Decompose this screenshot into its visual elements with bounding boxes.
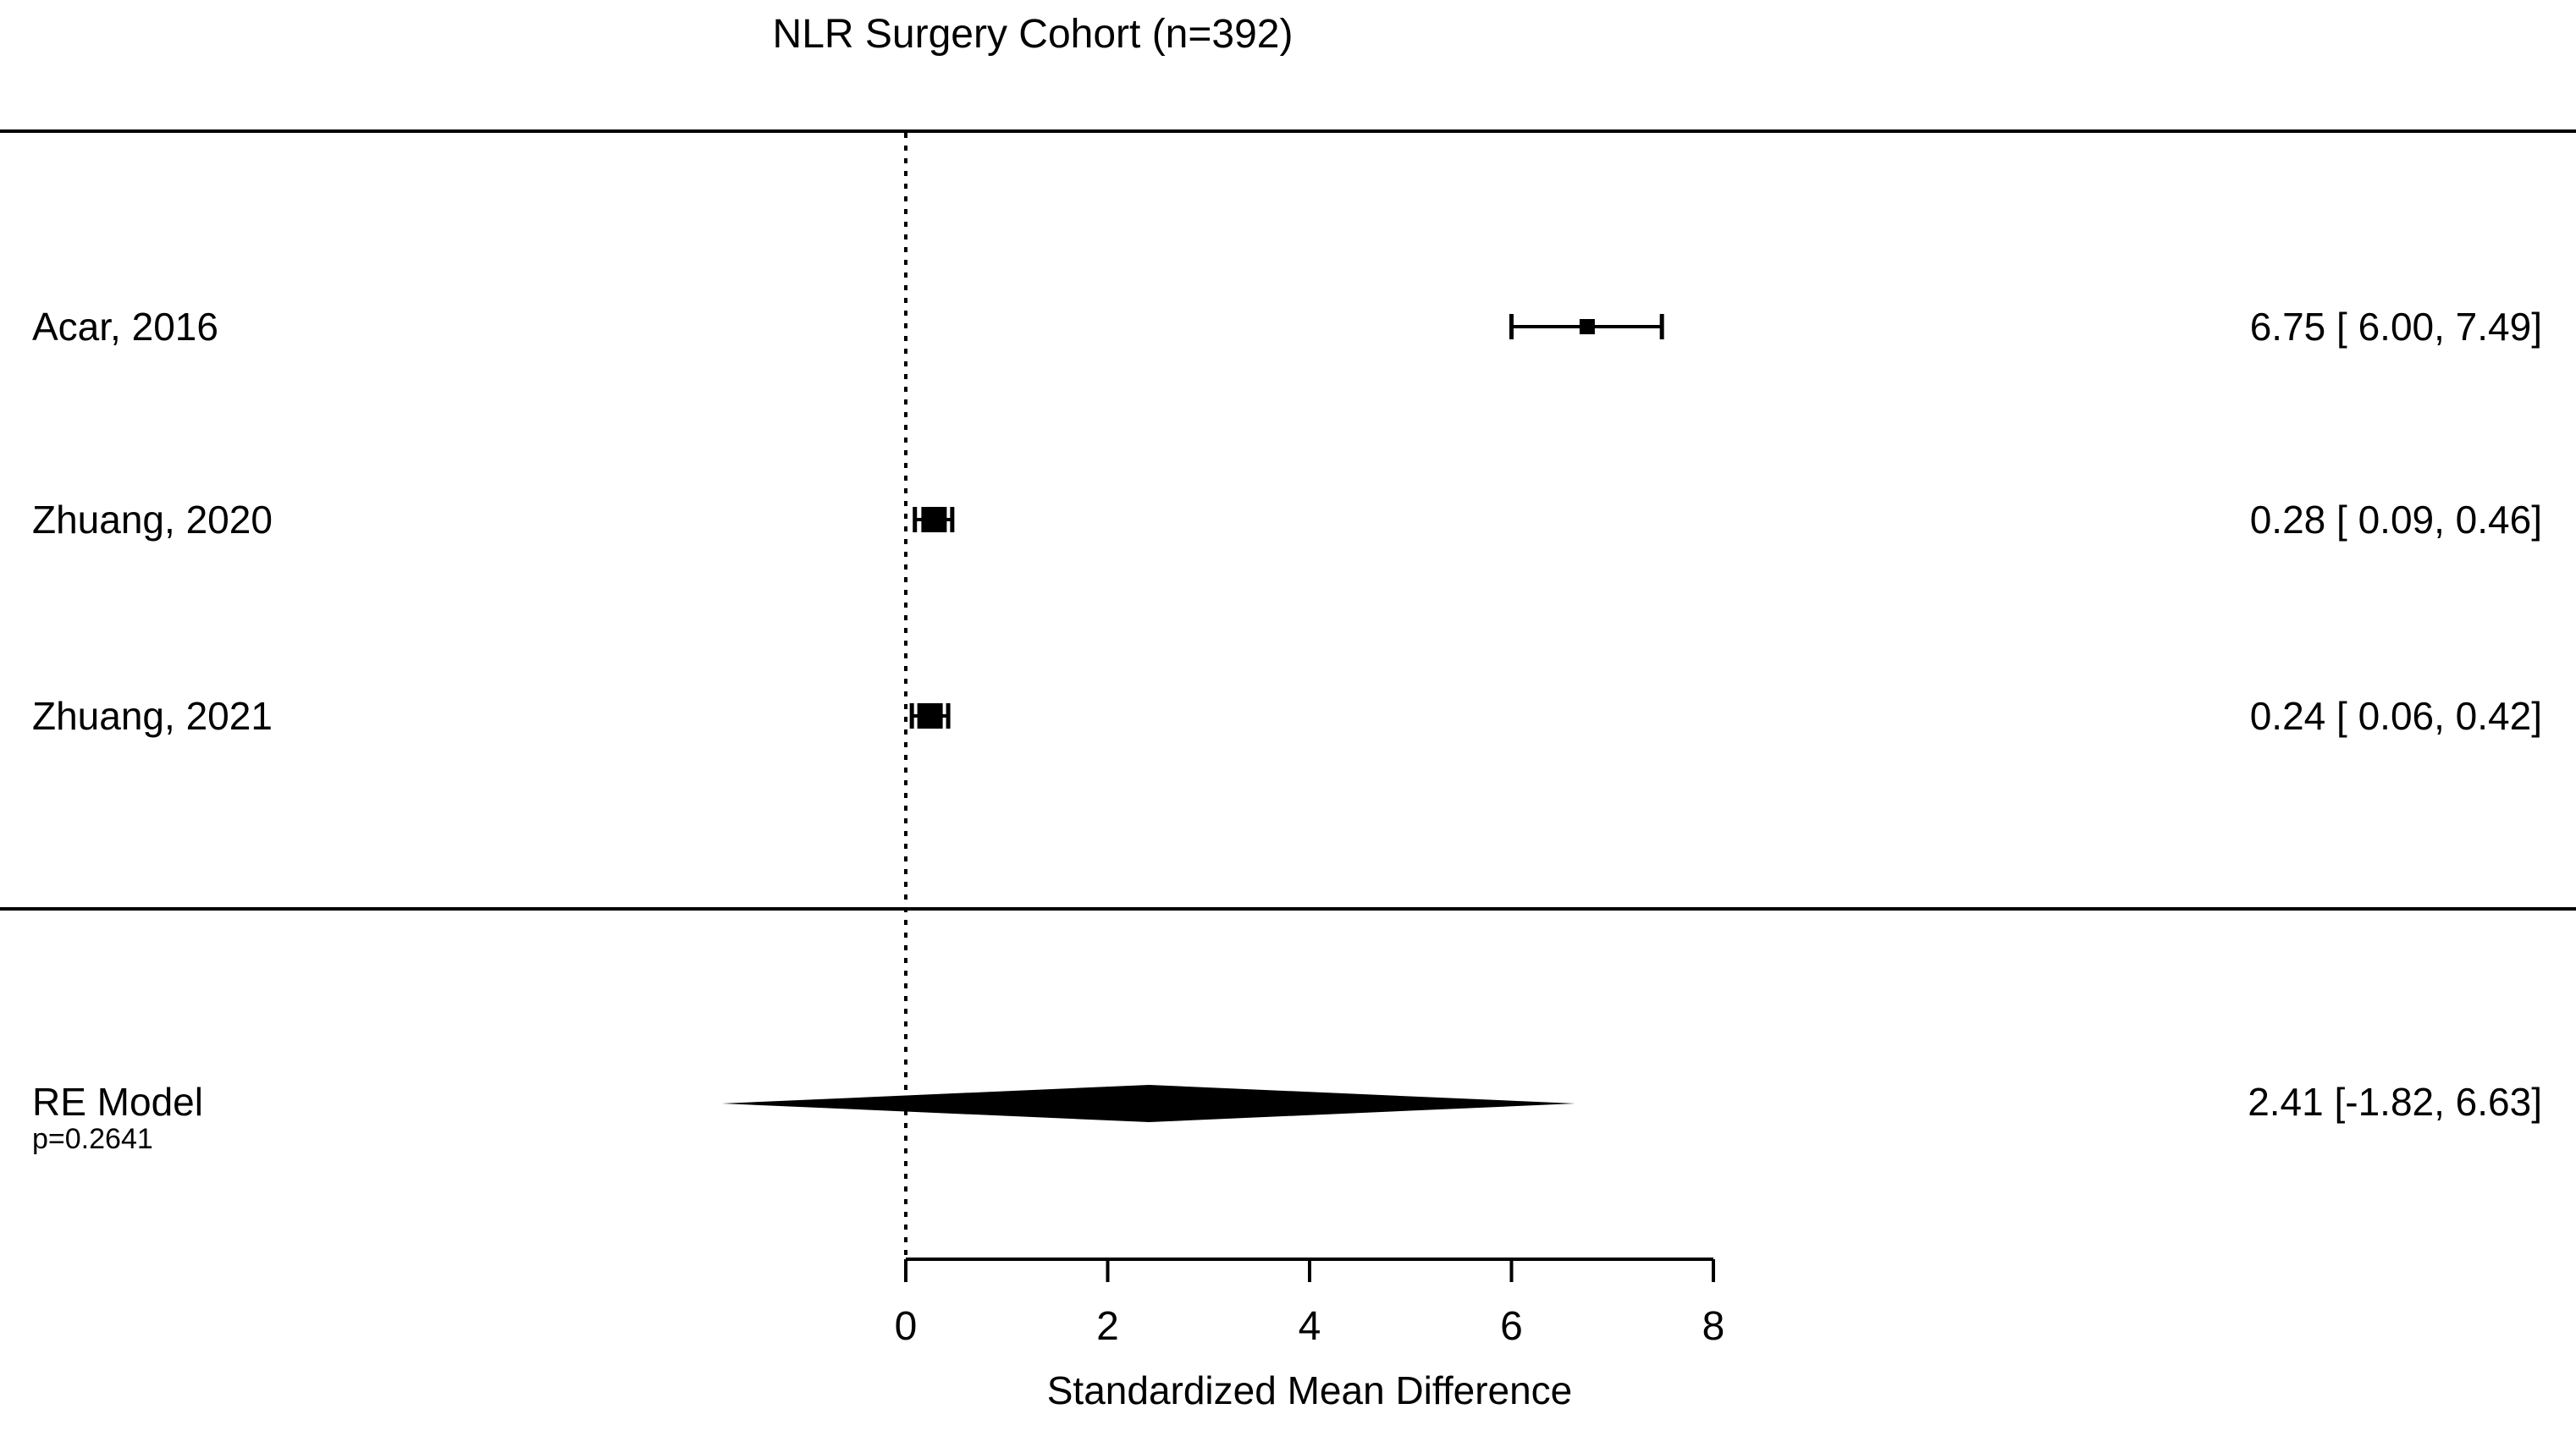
x-axis-title: Standardized Mean Difference [1046, 1368, 1573, 1412]
x-axis-tick-label: 8 [1702, 1304, 1725, 1349]
point-estimate-square [917, 703, 943, 729]
re-model-label: RE Model [32, 1080, 203, 1124]
x-axis-tick-label: 2 [1096, 1304, 1119, 1349]
study-label: Acar, 2016 [32, 305, 218, 349]
study-label: Zhuang, 2021 [32, 694, 273, 738]
x-axis-tick-label: 0 [894, 1304, 918, 1349]
plot-title: NLR Surgery Cohort (n=392) [772, 12, 1294, 57]
summary-diamond [721, 1085, 1575, 1122]
summary-annotation: 2.41 [-1.82, 6.63] [2248, 1080, 2542, 1124]
x-axis-tick-label: 4 [1298, 1304, 1321, 1349]
study-label: Zhuang, 2020 [32, 498, 273, 542]
point-estimate-square [921, 507, 947, 532]
study-annotation: 0.24 [ 0.06, 0.42] [2249, 694, 2542, 738]
p-value-label: p=0.2641 [32, 1123, 153, 1155]
point-estimate-square [1579, 319, 1595, 334]
study-annotation: 6.75 [ 6.00, 7.49] [2249, 305, 2542, 349]
study-annotation: 0.28 [ 0.09, 0.46] [2249, 498, 2542, 542]
x-axis-tick-label: 6 [1500, 1304, 1523, 1349]
